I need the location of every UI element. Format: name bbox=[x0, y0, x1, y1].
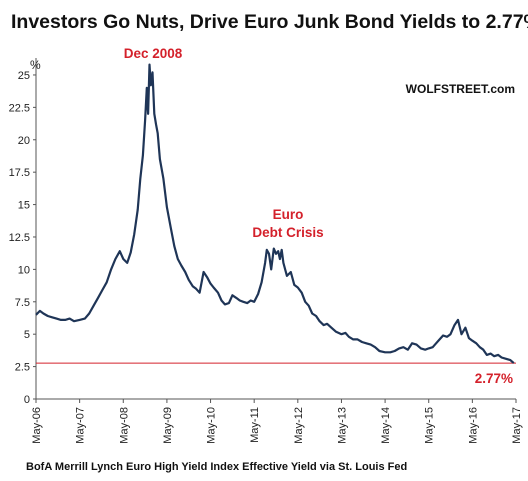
x-tick-label: May-16 bbox=[467, 407, 479, 444]
y-axis: 0 2.5 5 7.5 10 12.5 15 17.5 20 22.5 25 bbox=[9, 70, 36, 406]
annotation-debt-crisis: Debt Crisis bbox=[252, 225, 323, 240]
watermark: WOLFSTREET.com bbox=[406, 82, 515, 96]
y-tick-label: 17.5 bbox=[9, 167, 30, 179]
source-note: BofA Merrill Lynch Euro High Yield Index… bbox=[26, 461, 407, 473]
y-tick-label: 5 bbox=[24, 329, 30, 341]
x-tick-label: May-13 bbox=[336, 407, 348, 444]
x-tick-label: May-10 bbox=[206, 407, 218, 444]
annotation-latest-value: 2.77% bbox=[475, 371, 513, 386]
y-tick-label: 12.5 bbox=[9, 232, 30, 244]
x-tick-label: May-11 bbox=[249, 407, 261, 443]
annotation-euro: Euro bbox=[273, 207, 304, 222]
x-tick-label: May-17 bbox=[511, 407, 523, 444]
x-tick-label: May-12 bbox=[293, 407, 305, 444]
y-tick-label: 20 bbox=[18, 135, 30, 147]
annotation-dec-2008: Dec 2008 bbox=[124, 46, 183, 61]
y-tick-label: 2.5 bbox=[15, 362, 30, 374]
y-tick-label: 10 bbox=[18, 264, 30, 276]
y-tick-label: 22.5 bbox=[9, 102, 30, 114]
x-tick-label: May-08 bbox=[118, 407, 130, 444]
x-axis: May-06 May-07 May-08 May-09 May-10 May-11 May-… bbox=[31, 399, 523, 444]
x-tick-label: May-14 bbox=[380, 407, 392, 444]
x-tick-label: May-09 bbox=[162, 407, 174, 444]
y-tick-label: 7.5 bbox=[15, 297, 30, 309]
x-tick-label: May-06 bbox=[31, 407, 43, 444]
chart-title: Investors Go Nuts, Drive Euro Junk Bond … bbox=[11, 11, 528, 33]
y-tick-label: 15 bbox=[18, 200, 30, 212]
x-tick-label: May-07 bbox=[75, 407, 87, 444]
series-line bbox=[35, 63, 515, 364]
y-tick-label: 25 bbox=[18, 70, 30, 82]
x-tick-label: May-15 bbox=[424, 407, 436, 444]
y-tick-label: 0 bbox=[24, 394, 30, 406]
